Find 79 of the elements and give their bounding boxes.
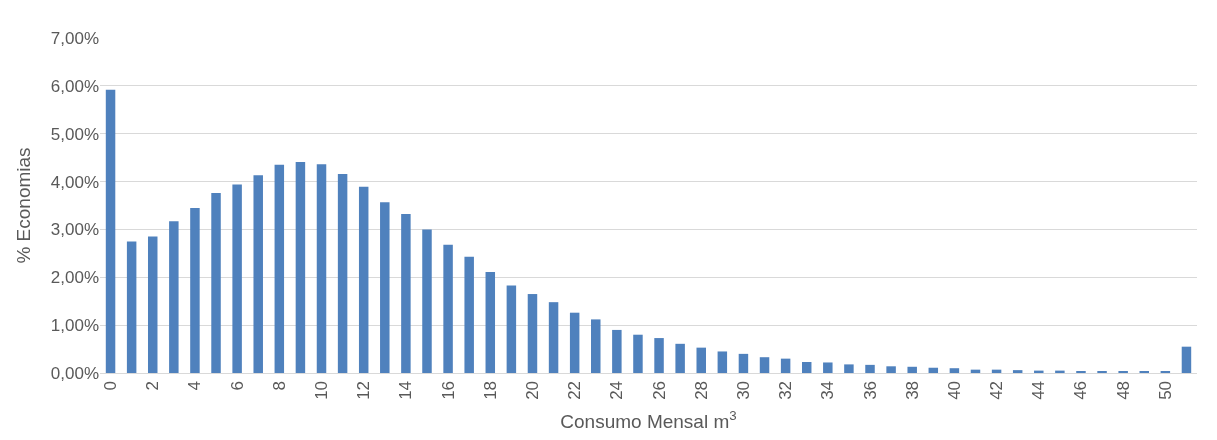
bar xyxy=(380,202,390,373)
y-tick-label: 1,00% xyxy=(50,316,99,336)
bar xyxy=(190,207,200,373)
bar xyxy=(591,319,601,373)
x-tick-label: 0 xyxy=(101,380,121,391)
bar xyxy=(907,366,917,373)
x-tick-label: 24 xyxy=(607,380,627,400)
x-tick-label: 26 xyxy=(649,380,669,400)
bar xyxy=(295,161,306,373)
x-tick-label: 20 xyxy=(522,380,542,400)
x-tick-label: 14 xyxy=(396,380,416,400)
bar xyxy=(506,285,517,373)
bar xyxy=(464,256,474,373)
x-tick-label: 40 xyxy=(944,380,964,400)
y-tick-label: 5,00% xyxy=(50,124,99,144)
x-axis-title: Consumo Mensal m$^{3}$ xyxy=(560,407,737,432)
bar xyxy=(443,244,453,373)
bar xyxy=(801,361,812,373)
bar xyxy=(865,364,875,373)
y-tick-label: 6,00% xyxy=(50,76,99,96)
bar xyxy=(738,353,749,373)
bar xyxy=(274,164,285,373)
x-tick-label: 2 xyxy=(143,380,163,391)
bar xyxy=(949,368,960,373)
bar xyxy=(316,164,327,373)
bar xyxy=(527,294,538,373)
x-tick-label: 16 xyxy=(438,380,458,400)
bar xyxy=(337,173,348,373)
x-tick-label: 6 xyxy=(227,380,247,391)
bar xyxy=(886,366,896,373)
bar xyxy=(147,236,158,373)
x-tick-label: 32 xyxy=(776,380,796,400)
x-tick-label: 44 xyxy=(1029,380,1049,400)
y-tick-label: 7,00% xyxy=(50,28,99,48)
x-tick-label: 34 xyxy=(818,380,838,400)
bar xyxy=(548,302,559,373)
x-tick-label: 4 xyxy=(185,380,205,391)
x-tick-label: 10 xyxy=(312,380,332,400)
x-tick-label: 28 xyxy=(691,380,711,400)
x-tick-label: 46 xyxy=(1071,380,1091,400)
bar xyxy=(928,367,939,373)
bar xyxy=(654,338,664,373)
bar xyxy=(422,229,432,373)
bar xyxy=(717,351,728,373)
bar xyxy=(675,343,685,373)
x-tick-label: 38 xyxy=(902,380,922,400)
bar xyxy=(759,357,770,373)
bar xyxy=(823,362,833,373)
y-tick-label: 4,00% xyxy=(50,172,99,192)
bar xyxy=(696,347,706,373)
y-axis-title: % Economias xyxy=(12,147,34,264)
x-tick-label: 18 xyxy=(480,380,500,400)
bar xyxy=(569,312,580,373)
x-tick-label: 42 xyxy=(987,380,1007,400)
bar xyxy=(401,214,411,373)
y-tick-label: 0,00% xyxy=(50,363,99,383)
y-tick-label: 2,00% xyxy=(50,268,99,288)
x-tick-label: 12 xyxy=(354,380,374,400)
bar xyxy=(105,89,116,373)
bar xyxy=(253,175,263,373)
bar xyxy=(612,329,622,373)
bar xyxy=(1012,370,1023,373)
x-tick-label: 36 xyxy=(860,380,880,400)
x-tick-label: 22 xyxy=(565,380,585,400)
y-tick-label: 3,00% xyxy=(50,220,99,240)
bar xyxy=(169,221,179,373)
x-tick-label: 8 xyxy=(269,380,289,391)
bar xyxy=(844,364,854,373)
bar xyxy=(780,358,791,373)
bar xyxy=(485,272,496,373)
x-tick-label: 30 xyxy=(733,380,753,400)
bar xyxy=(1181,346,1192,373)
x-tick-label: 48 xyxy=(1113,380,1133,400)
bar xyxy=(633,334,643,373)
bar xyxy=(126,241,137,373)
bar xyxy=(358,186,369,373)
bar xyxy=(232,184,242,373)
x-tick-label: 50 xyxy=(1155,380,1175,400)
bar xyxy=(211,193,221,373)
